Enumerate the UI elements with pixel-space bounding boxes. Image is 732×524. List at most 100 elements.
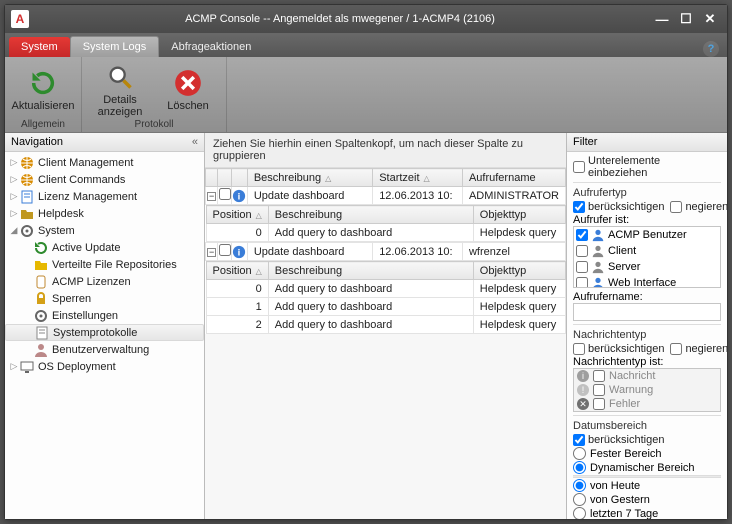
caller-checkbox[interactable] <box>576 261 588 273</box>
nav-subitem-icon <box>33 274 49 290</box>
minimize-button[interactable]: — <box>655 12 669 26</box>
tab-system-logs[interactable]: System Logs <box>70 36 160 57</box>
group-label-protokoll: Protokoll <box>135 119 174 130</box>
tree-twist-icon[interactable]: ◢ <box>9 225 19 236</box>
caller-label: Client <box>608 245 636 257</box>
nav-subitem-label: Sperren <box>52 293 91 305</box>
nav-subitem[interactable]: Active Update <box>5 239 204 256</box>
caller-item[interactable]: Web Interface <box>574 275 720 288</box>
nav-item[interactable]: ▷Client Commands <box>5 171 204 188</box>
nachrichtentyp-ist-label: Nachrichtentyp ist: <box>573 356 721 368</box>
tree-twist-icon[interactable]: ▷ <box>9 208 19 219</box>
help-icon[interactable]: ? <box>703 41 719 57</box>
nav-tree: ▷Client Management▷Client Commands▷Lizen… <box>5 152 204 519</box>
group-by-bar[interactable]: Ziehen Sie hierhin einen Spaltenkopf, um… <box>205 133 566 168</box>
nav-subitem[interactable]: Benutzerverwaltung <box>5 341 204 358</box>
range-row[interactable]: von Heute <box>573 479 721 492</box>
nav-item-icon <box>19 206 35 222</box>
nav-item-icon <box>19 155 35 171</box>
nav-subitem-icon <box>34 325 50 341</box>
nav-item-label: System <box>38 225 75 237</box>
range-radio[interactable] <box>573 493 586 506</box>
range-radio[interactable] <box>573 507 586 519</box>
caller-checkbox[interactable] <box>576 245 588 257</box>
refresh-button[interactable]: Aktualisieren <box>13 61 73 119</box>
caller-checkbox[interactable] <box>576 277 588 288</box>
msgtypes-listbox[interactable]: iNachricht!Warnung✕Fehler <box>573 368 721 412</box>
grid-row[interactable]: −iUpdate dashboard12.06.2013 10:wfrenzel <box>206 243 566 261</box>
info-icon: i <box>232 243 247 261</box>
nachrichtentyp-beruecksichtigen-checkbox[interactable] <box>573 343 585 355</box>
tab-system[interactable]: System <box>9 37 70 57</box>
msgtype-checkbox[interactable] <box>593 370 605 382</box>
nav-subitem-icon <box>33 308 49 324</box>
nav-item-icon <box>19 223 35 239</box>
msgtype-checkbox[interactable] <box>593 398 605 410</box>
msgtype-label: Warnung <box>609 384 653 396</box>
aufrufer-ist-label: Aufrufer ist: <box>573 214 721 226</box>
aufrufertyp-negieren-checkbox[interactable] <box>670 201 682 213</box>
nav-item[interactable]: ◢ System <box>5 222 204 239</box>
delete-icon <box>173 68 203 98</box>
tree-twist-icon[interactable]: ▷ <box>9 361 19 372</box>
datumsbereich-beruecksichtigen-checkbox[interactable] <box>573 434 585 446</box>
aufrufertyp-beruecksichtigen-checkbox[interactable] <box>573 201 585 213</box>
aufrufertyp-title: Aufrufertyp <box>573 187 721 199</box>
range-row[interactable]: letzten 7 Tage <box>573 507 721 519</box>
grid-subrow[interactable]: 2Add query to dashboardHelpdesk query <box>206 316 565 334</box>
callers-listbox[interactable]: ACMP Benutzer Client ServerWeb Interface <box>573 226 721 288</box>
delete-button[interactable]: Löschen <box>158 61 218 119</box>
subelements-checkbox[interactable] <box>573 161 585 173</box>
range-radio[interactable] <box>573 479 586 492</box>
tree-twist-icon[interactable]: ▷ <box>9 157 19 168</box>
grid-subrow[interactable]: 0Add query to dashboardHelpdesk query <box>206 280 565 298</box>
nav-subitem-icon <box>33 257 49 273</box>
nav-subitem-label: Verteilte File Repositories <box>52 259 177 271</box>
nav-item[interactable]: ▷Lizenz Management <box>5 188 204 205</box>
nav-subitem[interactable]: ACMP Lizenzen <box>5 273 204 290</box>
row-checkbox[interactable] <box>219 188 231 200</box>
nav-subitem[interactable]: Einstellungen <box>5 307 204 324</box>
msgtype-item[interactable]: ✕Fehler <box>574 397 720 411</box>
grid-subrow[interactable]: 0Add query to dashboardHelpdesk query <box>206 224 565 242</box>
caller-checkbox[interactable] <box>576 229 588 241</box>
msgtype-item[interactable]: !Warnung <box>574 383 720 397</box>
nav-item[interactable]: ▷Client Management <box>5 154 204 171</box>
caller-item[interactable]: Server <box>574 259 720 275</box>
nav-item[interactable]: ▷OS Deployment <box>5 358 204 375</box>
nav-subitem[interactable]: Systemprotokolle <box>5 324 204 341</box>
maximize-button[interactable]: ☐ <box>679 12 693 26</box>
tree-twist-icon[interactable]: ▷ <box>9 174 19 185</box>
caller-item[interactable]: ACMP Benutzer <box>574 227 720 243</box>
data-grid[interactable]: Beschreibung△Startzeit△Aufrufername−iUpd… <box>205 168 566 334</box>
row-expander-icon[interactable]: − <box>207 192 216 201</box>
row-checkbox[interactable] <box>219 244 231 256</box>
tree-twist-icon[interactable]: ▷ <box>9 191 19 202</box>
nav-subitem[interactable]: Sperren <box>5 290 204 307</box>
nav-item[interactable]: ▷Helpdesk <box>5 205 204 222</box>
aufrufername-input[interactable] <box>573 303 721 321</box>
msgtype-checkbox[interactable] <box>593 384 605 396</box>
range-row[interactable]: von Gestern <box>573 493 721 506</box>
nav-header: Navigation « <box>5 133 204 152</box>
refresh-label: Aktualisieren <box>12 100 75 112</box>
app-window: A ACMP Console -- Angemeldet als mwegene… <box>4 4 728 520</box>
msgtype-item[interactable]: iNachricht <box>574 369 720 383</box>
caller-item[interactable]: Client <box>574 243 720 259</box>
svg-text:i: i <box>238 247 241 258</box>
grid-subrow[interactable]: 1Add query to dashboardHelpdesk query <box>206 298 565 316</box>
row-expander-icon[interactable]: − <box>207 248 216 257</box>
nav-subitem-label: Active Update <box>52 242 120 254</box>
ribbon-group-allgemein: Aktualisieren Allgemein <box>5 57 82 132</box>
fester-bereich-radio[interactable] <box>573 447 586 460</box>
details-button[interactable]: Details anzeigen <box>90 61 150 119</box>
grid-row[interactable]: −iUpdate dashboard12.06.2013 10:ADMINIST… <box>206 187 566 205</box>
caller-icon <box>591 244 605 258</box>
dynamischer-bereich-radio[interactable] <box>573 461 586 474</box>
range-label: von Gestern <box>590 494 650 506</box>
nachrichtentyp-negieren-checkbox[interactable] <box>670 343 682 355</box>
tab-abfrageaktionen[interactable]: Abfrageaktionen <box>159 37 263 57</box>
close-button[interactable]: ✕ <box>703 12 717 26</box>
nav-subitem[interactable]: Verteilte File Repositories <box>5 256 204 273</box>
nav-collapse-icon[interactable]: « <box>192 136 198 148</box>
